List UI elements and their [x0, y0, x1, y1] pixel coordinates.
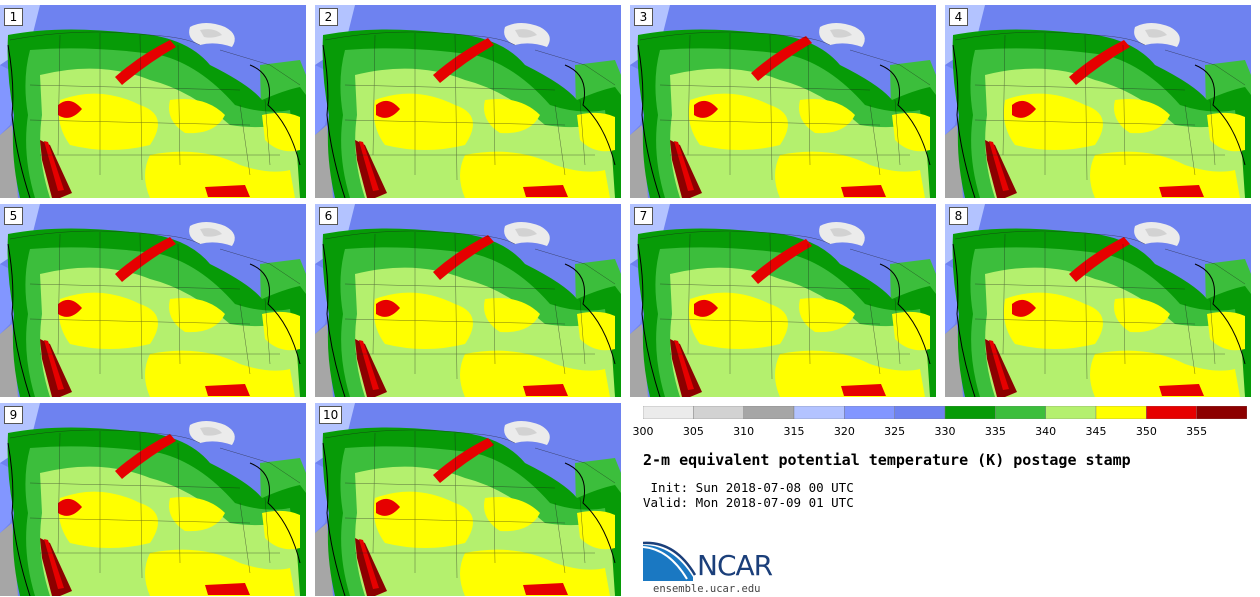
panel-number: 10	[319, 406, 343, 424]
colorbar-segment	[1045, 406, 1097, 419]
colorbar-tick-label: 310	[733, 425, 755, 438]
colorbar-segment	[944, 406, 996, 419]
colorbar-segment	[643, 406, 694, 419]
ncar-logo-text: NCAR	[697, 549, 773, 582]
colorbar-tick-label: 320	[833, 425, 855, 438]
colorbar-segment	[743, 406, 795, 419]
map-panel: 5	[0, 204, 306, 397]
colorbar-segment	[894, 406, 946, 419]
map-panel: 3	[630, 5, 936, 198]
colorbar-segment	[1196, 406, 1247, 419]
panel-number: 5	[4, 207, 23, 225]
map-panel: 6	[315, 204, 621, 397]
colorbar-tick-label: 345	[1085, 425, 1107, 438]
colorbar-segment	[1146, 406, 1197, 419]
colorbar-segment	[693, 406, 744, 419]
colorbar-tick-label: 355	[1186, 425, 1208, 438]
panel-number: 7	[634, 207, 653, 225]
map-panel: 4	[945, 5, 1251, 198]
colorbar-tick-label: 350	[1135, 425, 1157, 438]
site-url: ensemble.ucar.edu	[653, 583, 761, 595]
init-time: Init: Sun 2018-07-08 00 UTC	[643, 480, 854, 495]
figure-title: 2-m equivalent potential temperature (K)…	[643, 451, 1131, 469]
colorbar-segment	[1095, 406, 1147, 419]
map-panel: 2	[315, 5, 621, 198]
colorbar-segment	[793, 406, 845, 419]
ncar-logo-icon	[643, 541, 697, 581]
colorbar-tick-label: 330	[934, 425, 956, 438]
map-panel: 8	[945, 204, 1251, 397]
colorbar	[643, 406, 1247, 419]
valid-time: Valid: Mon 2018-07-09 01 UTC	[643, 495, 854, 510]
map-panel: 1	[0, 5, 306, 198]
map-panel: 7	[630, 204, 936, 397]
colorbar-tick-label: 300	[632, 425, 654, 438]
panel-number: 3	[634, 8, 653, 26]
colorbar-tick-label: 325	[884, 425, 906, 438]
colorbar-segment	[844, 406, 895, 419]
colorbar-tick-label: 305	[682, 425, 704, 438]
map-panel: 10	[315, 403, 621, 596]
colorbar-segment	[995, 406, 1046, 419]
panel-number: 4	[949, 8, 968, 26]
panel-number: 2	[319, 8, 338, 26]
panel-number: 1	[4, 8, 23, 26]
colorbar-tick-label: 315	[783, 425, 805, 438]
panel-number: 6	[319, 207, 338, 225]
panel-number: 8	[949, 207, 968, 225]
colorbar-tick-label: 335	[984, 425, 1006, 438]
panel-number: 9	[4, 406, 23, 424]
colorbar-tick-label: 340	[1035, 425, 1057, 438]
map-panel: 9	[0, 403, 306, 596]
